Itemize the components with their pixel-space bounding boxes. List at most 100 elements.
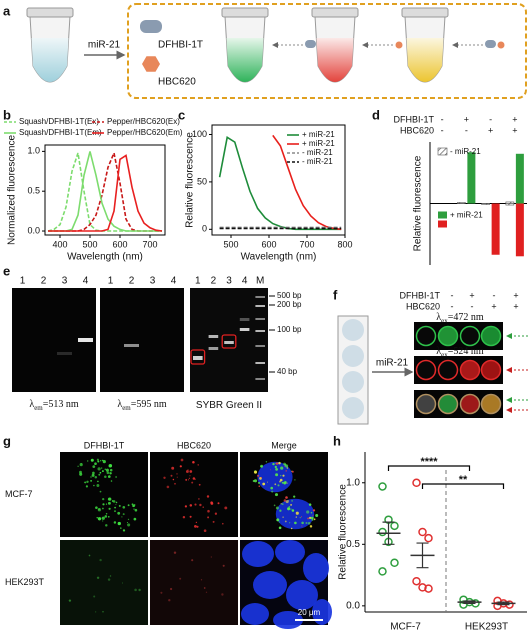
signal-spot: [168, 599, 171, 602]
signal-spot: [176, 473, 178, 475]
well: [342, 371, 364, 393]
hbc-icon: [142, 56, 160, 72]
signal-spot: [278, 461, 281, 465]
signal-spot: [272, 462, 275, 466]
signal-spot: [92, 471, 95, 475]
signal-spot: [221, 593, 224, 596]
signal-spot: [97, 480, 99, 483]
signal-spot: [102, 460, 106, 464]
signal-spot: [196, 525, 199, 528]
signal-spot: [278, 521, 280, 523]
condition-sign: +: [513, 290, 518, 300]
signal-spot: [96, 517, 98, 519]
condition-sign: +: [469, 290, 474, 300]
legend-label: + miR-21: [450, 211, 483, 220]
signal-spot: [305, 521, 308, 525]
nucleus: [303, 553, 329, 583]
point: [418, 527, 427, 537]
signal-spot: [94, 476, 98, 479]
condition-sign: -: [441, 125, 444, 135]
signal-spot: [285, 470, 288, 472]
legend-swatch: [438, 220, 447, 228]
signal-spot: [99, 490, 102, 493]
signal-spot: [307, 521, 311, 525]
lane-label: 3: [150, 276, 156, 287]
signal-spot: [113, 521, 117, 524]
gel-band: [193, 356, 203, 360]
signal-spot: [176, 476, 178, 478]
signal-spot: [77, 465, 79, 468]
fluor-well: [415, 359, 437, 381]
condition-sign: +: [512, 114, 517, 124]
signal-spot: [106, 471, 110, 475]
signal-spot: [107, 501, 111, 505]
condition-sign: -: [493, 290, 496, 300]
tube: [221, 7, 269, 83]
signal-spot: [120, 527, 122, 529]
signal-spot: [309, 525, 313, 528]
signal-spot: [108, 464, 112, 468]
tube-liquid: [406, 38, 444, 82]
x-tick-label: 400: [52, 239, 67, 249]
signal-spot: [93, 484, 95, 487]
error-bar: [416, 542, 429, 569]
signal-spot: [295, 516, 297, 518]
signal-spot: [96, 576, 100, 580]
panel-label: e: [3, 263, 10, 278]
signal-spot: [312, 514, 314, 516]
point: [424, 533, 433, 543]
signal-spot: [126, 522, 128, 523]
signal-spot: [166, 485, 170, 489]
dye-label: DFHBI-1T: [158, 40, 203, 51]
signal-spot: [97, 508, 102, 512]
signal-spot: [274, 465, 277, 469]
lane-label: M: [256, 276, 264, 287]
channel-label-part: ex: [441, 351, 448, 359]
lane-label: 3: [62, 276, 68, 287]
condition-sign: +: [488, 125, 493, 135]
signal-spot: [224, 506, 228, 510]
signal-spot: [301, 521, 304, 525]
signal-spot: [293, 495, 296, 498]
signal-spot: [253, 470, 258, 474]
channel-label: λex=472 nm: [436, 312, 484, 324]
gel-band: [255, 330, 265, 332]
tube: [26, 7, 74, 83]
gel-caption-part: λ: [29, 399, 34, 410]
signal-spot: [133, 508, 135, 510]
fluor-well: [480, 359, 502, 381]
plot-frame: [211, 124, 346, 236]
signal-spot: [96, 458, 99, 461]
condition-sign: -: [451, 301, 454, 311]
signal-spot: [121, 582, 124, 584]
channel-label: λex=524 nm: [436, 346, 484, 358]
signal-spot: [280, 503, 282, 505]
signal-spot: [102, 610, 104, 613]
gel-band: [255, 378, 265, 380]
signal-spot: [270, 469, 272, 471]
nucleus: [286, 580, 318, 610]
gel-band: [239, 318, 250, 321]
nucleus: [257, 461, 293, 493]
signal-spot: [90, 476, 92, 478]
y-axis-label: Relative fluorescence: [338, 484, 349, 580]
signal-spot: [313, 518, 316, 521]
signal-spot: [295, 511, 299, 515]
signal-spot: [266, 481, 269, 483]
signal-spot: [91, 473, 95, 477]
signal-spot: [273, 504, 276, 507]
channel-label-part: =524 nm: [448, 346, 484, 357]
error-bar: [497, 601, 510, 606]
signal-spot: [202, 506, 204, 508]
error-bar: [463, 600, 476, 604]
y-tick-label: 0.0: [27, 225, 40, 235]
signal-spot: [189, 504, 193, 507]
x-tick-label: 600: [261, 239, 276, 249]
signal-spot: [114, 510, 116, 512]
signal-spot: [109, 468, 113, 472]
signal-spot: [288, 505, 291, 508]
nucleus: [275, 540, 305, 564]
gel-caption-part: λ: [117, 399, 122, 410]
signal-spot: [189, 515, 192, 518]
fluor-well: [480, 393, 502, 415]
